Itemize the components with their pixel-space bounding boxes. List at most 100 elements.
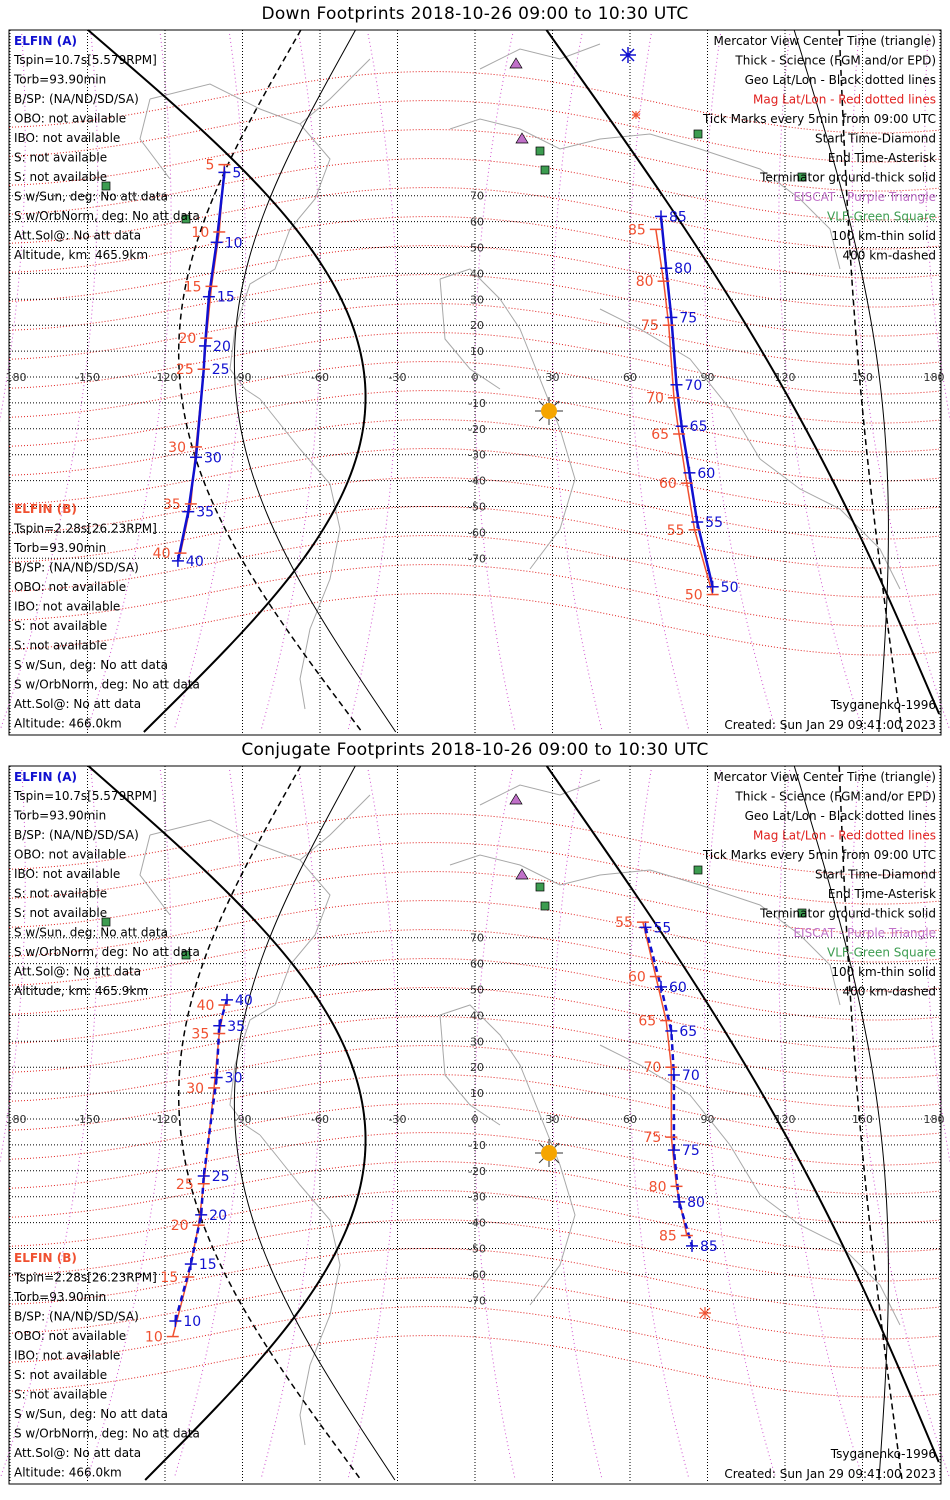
coastline bbox=[479, 43, 601, 70]
mag-parallels bbox=[8, 71, 940, 656]
mag-meridian-line bbox=[778, 33, 864, 731]
terminator-100km-east bbox=[793, 765, 889, 1481]
end-asterisk-a bbox=[620, 47, 636, 63]
elfin-a-info-line: Att.Sol@: No att data bbox=[14, 229, 141, 243]
legend-item: End Time-Asterisk bbox=[828, 887, 936, 901]
sun-icon bbox=[535, 1139, 563, 1167]
elfin-a-info-line: IBO: not available bbox=[14, 131, 120, 145]
elfin-b-tick-label: 60 bbox=[659, 476, 677, 492]
lon-tick-label: -60 bbox=[311, 1113, 329, 1126]
lon-tick-label: 180 bbox=[6, 371, 27, 384]
elfin-a-tick-label: 60 bbox=[669, 980, 687, 996]
down-footprints-map: 180 -150 -120 -90 -60 -30 0 30 60 90 120 150 1807060… bbox=[0, 29, 950, 736]
mag-latitude-line bbox=[8, 245, 940, 308]
elfin-b-tick-label: 65 bbox=[651, 427, 669, 443]
elfin-a-tick-label: 55 bbox=[654, 920, 672, 936]
elfin-b-tick-label: 70 bbox=[644, 1060, 662, 1076]
lat-tick-label: -20 bbox=[468, 1165, 486, 1178]
map-frame bbox=[8, 765, 942, 1485]
mag-latitude-line bbox=[8, 274, 940, 337]
mag-latitude-line bbox=[8, 535, 940, 598]
elfin-a-tick-label: 80 bbox=[687, 1195, 705, 1211]
mag-latitude-line bbox=[8, 1016, 940, 1079]
elfin-b-tick-label: 80 bbox=[636, 274, 654, 290]
mag-latitude-line bbox=[8, 506, 940, 569]
terminator-west bbox=[87, 765, 367, 1481]
created-timestamp: Created: Sun Jan 29 09:41:00 2023 bbox=[724, 718, 936, 732]
elfin-b-tick-label: 55 bbox=[615, 915, 633, 931]
vlf-square bbox=[101, 917, 111, 927]
vlf-square bbox=[693, 865, 703, 875]
elfin-a-tick-label: 85 bbox=[700, 1239, 718, 1255]
mag-parallels bbox=[8, 813, 940, 1398]
lon-tick-label: 0 bbox=[472, 1113, 479, 1126]
terminator-east bbox=[545, 29, 941, 715]
elfin-b-tick-label: 60 bbox=[628, 970, 646, 986]
legend: Mercator View Center Time (triangle) Thic… bbox=[702, 770, 936, 999]
coastline bbox=[139, 834, 171, 916]
legend-item: 400 km-dashed bbox=[842, 985, 936, 999]
mag-latitude-line bbox=[8, 187, 940, 250]
legend-item: Start Time-Diamond bbox=[815, 132, 936, 146]
mag-meridian-line bbox=[0, 33, 26, 422]
elfin-a-tick-label: 65 bbox=[690, 419, 708, 435]
terminator-100km bbox=[233, 765, 396, 1481]
elfin-b-tick-label: 20 bbox=[179, 331, 197, 347]
lon-tick-label: -150 bbox=[75, 371, 100, 384]
elfin-a-info: ELFIN (A) Tspin=10.7s[5.579RPM] Torb=93.90… bbox=[13, 770, 200, 998]
lon-tick-label: 0 bbox=[472, 371, 479, 384]
elfin-a-tick-label: 50 bbox=[721, 580, 739, 596]
mag-latitude-line bbox=[8, 332, 940, 395]
lat-tick-label: -40 bbox=[468, 1217, 486, 1230]
lat-tick-label: 70 bbox=[470, 932, 484, 945]
vlf-square bbox=[535, 882, 545, 892]
vlf-square bbox=[535, 146, 545, 156]
sun-icon bbox=[535, 397, 563, 425]
elfin-b-info-line: OBO: not available bbox=[14, 580, 126, 594]
terminator-400km bbox=[177, 765, 362, 1481]
elfin-b-tick-label: 75 bbox=[641, 318, 659, 334]
elfin-a-tick-label: 65 bbox=[679, 1024, 697, 1040]
sun-ray bbox=[538, 1142, 544, 1148]
elfin-b-info-line: B/SP: (NA/ND/SD/SA) bbox=[14, 1310, 139, 1324]
lon-tick-label: 90 bbox=[701, 371, 715, 384]
track-east: 85 80 75 70 65 60 55 50 85 80 75 70 65 60 55 50 bbox=[628, 209, 738, 603]
legend-item: Mercator View Center Time (triangle) bbox=[714, 770, 936, 784]
geo-grid bbox=[9, 766, 941, 1483]
legend-item: Geo Lat/Lon - Black dotted lines bbox=[745, 809, 936, 823]
mag-meridian-line bbox=[703, 33, 777, 731]
mag-latitude-line bbox=[8, 900, 940, 963]
terminator bbox=[87, 29, 941, 733]
coastline bbox=[449, 118, 841, 270]
elfin-a-track bbox=[176, 172, 226, 562]
elfin-b-tick-label: 25 bbox=[176, 362, 194, 378]
lat-tick-label: 20 bbox=[470, 319, 484, 332]
elfin-b-tick-label: 40 bbox=[197, 998, 215, 1014]
coastline bbox=[299, 794, 371, 861]
eiscat-triangle bbox=[509, 793, 523, 805]
lon-tick-label: 30 bbox=[546, 1113, 560, 1126]
lat-tick-label: 20 bbox=[470, 1061, 484, 1074]
elfin-a-info-line: OBO: not available bbox=[14, 848, 126, 862]
mag-latitude-line bbox=[8, 477, 940, 540]
elfin-a-tick-label: 75 bbox=[679, 310, 697, 326]
elfin-a-tick-label: 25 bbox=[212, 1169, 230, 1185]
elfin-b-tick-label: 20 bbox=[171, 1218, 189, 1234]
elfin-a-tick-label: 35 bbox=[196, 505, 214, 521]
mag-latitude-line bbox=[8, 593, 940, 656]
legend-item: Mag Lat/Lon - Red dotted lines bbox=[753, 93, 936, 107]
elfin-a-info-line: S w/OrbNorm, deg: No att data bbox=[14, 209, 200, 223]
elfin-a-tick-label: 10 bbox=[225, 235, 243, 251]
elfin-a-info-line: S: not available bbox=[14, 151, 107, 165]
elfin-b-info-line: B/SP: (NA/ND/SD/SA) bbox=[14, 561, 139, 575]
elfin-b-tick-label: 35 bbox=[163, 497, 181, 513]
elfin-a-tick-label: 70 bbox=[685, 378, 703, 394]
lon-tick-label: 180 bbox=[6, 1113, 27, 1126]
conjugate-footprints-map: 180 -150 -120 -90 -60 -30 0 30 60 90 120 150 1807060… bbox=[0, 765, 950, 1485]
legend-item: Thick - Science (FGM and/or EPD) bbox=[734, 54, 936, 68]
mag-latitude-line bbox=[8, 564, 940, 627]
mag-latitude-line bbox=[8, 1103, 940, 1166]
lat-tick-label: 10 bbox=[470, 1087, 484, 1100]
mag-latitude-line bbox=[8, 842, 940, 905]
lat-tick-label: -10 bbox=[468, 397, 486, 410]
